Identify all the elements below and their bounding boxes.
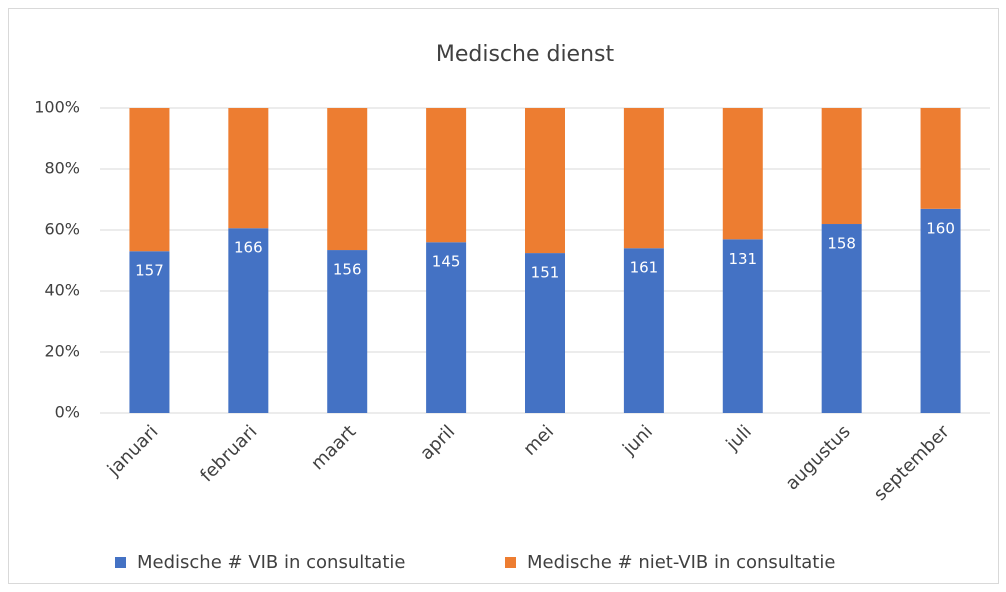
data-label: 156 <box>333 261 362 279</box>
bar-segment <box>327 250 368 413</box>
y-tick-label: 20% <box>44 342 80 361</box>
bar-segment <box>821 224 862 413</box>
bar-segment <box>426 108 467 243</box>
bar-segment <box>426 242 467 413</box>
bar-segment <box>722 108 763 240</box>
legend-label: Medische # VIB in consultatie <box>137 552 405 573</box>
bar-segment <box>129 108 170 252</box>
bar-segment <box>525 108 565 254</box>
y-tick-label: 100% <box>34 98 80 117</box>
data-label: 160 <box>926 219 955 237</box>
bar-segment <box>129 251 170 413</box>
data-label: 131 <box>728 250 757 268</box>
y-tick-label: 40% <box>44 281 80 300</box>
bar-segment <box>920 108 961 209</box>
data-label: 158 <box>827 235 856 253</box>
legend-swatch <box>505 557 516 568</box>
bar-segment <box>525 253 565 413</box>
legend-label: Medische # niet-VIB in consultatie <box>527 552 835 573</box>
bar-segment <box>623 248 664 413</box>
y-tick-label: 80% <box>44 159 80 178</box>
bar-segment <box>228 228 269 413</box>
legend-swatch <box>115 557 126 568</box>
bar-segment <box>920 208 961 413</box>
data-label: 166 <box>234 239 263 257</box>
data-label: 161 <box>630 259 659 277</box>
y-tick-label: 60% <box>44 220 80 239</box>
bar-segment <box>623 108 664 249</box>
data-label: 151 <box>531 264 560 282</box>
chart-title: Medische dienst <box>436 42 615 67</box>
bar-segment <box>722 239 763 413</box>
bar-segment <box>821 108 862 225</box>
data-label: 157 <box>135 262 164 280</box>
y-tick-label: 0% <box>55 403 80 422</box>
data-label: 145 <box>432 253 461 271</box>
bar-segment <box>228 108 269 229</box>
bar-segment <box>327 108 368 251</box>
